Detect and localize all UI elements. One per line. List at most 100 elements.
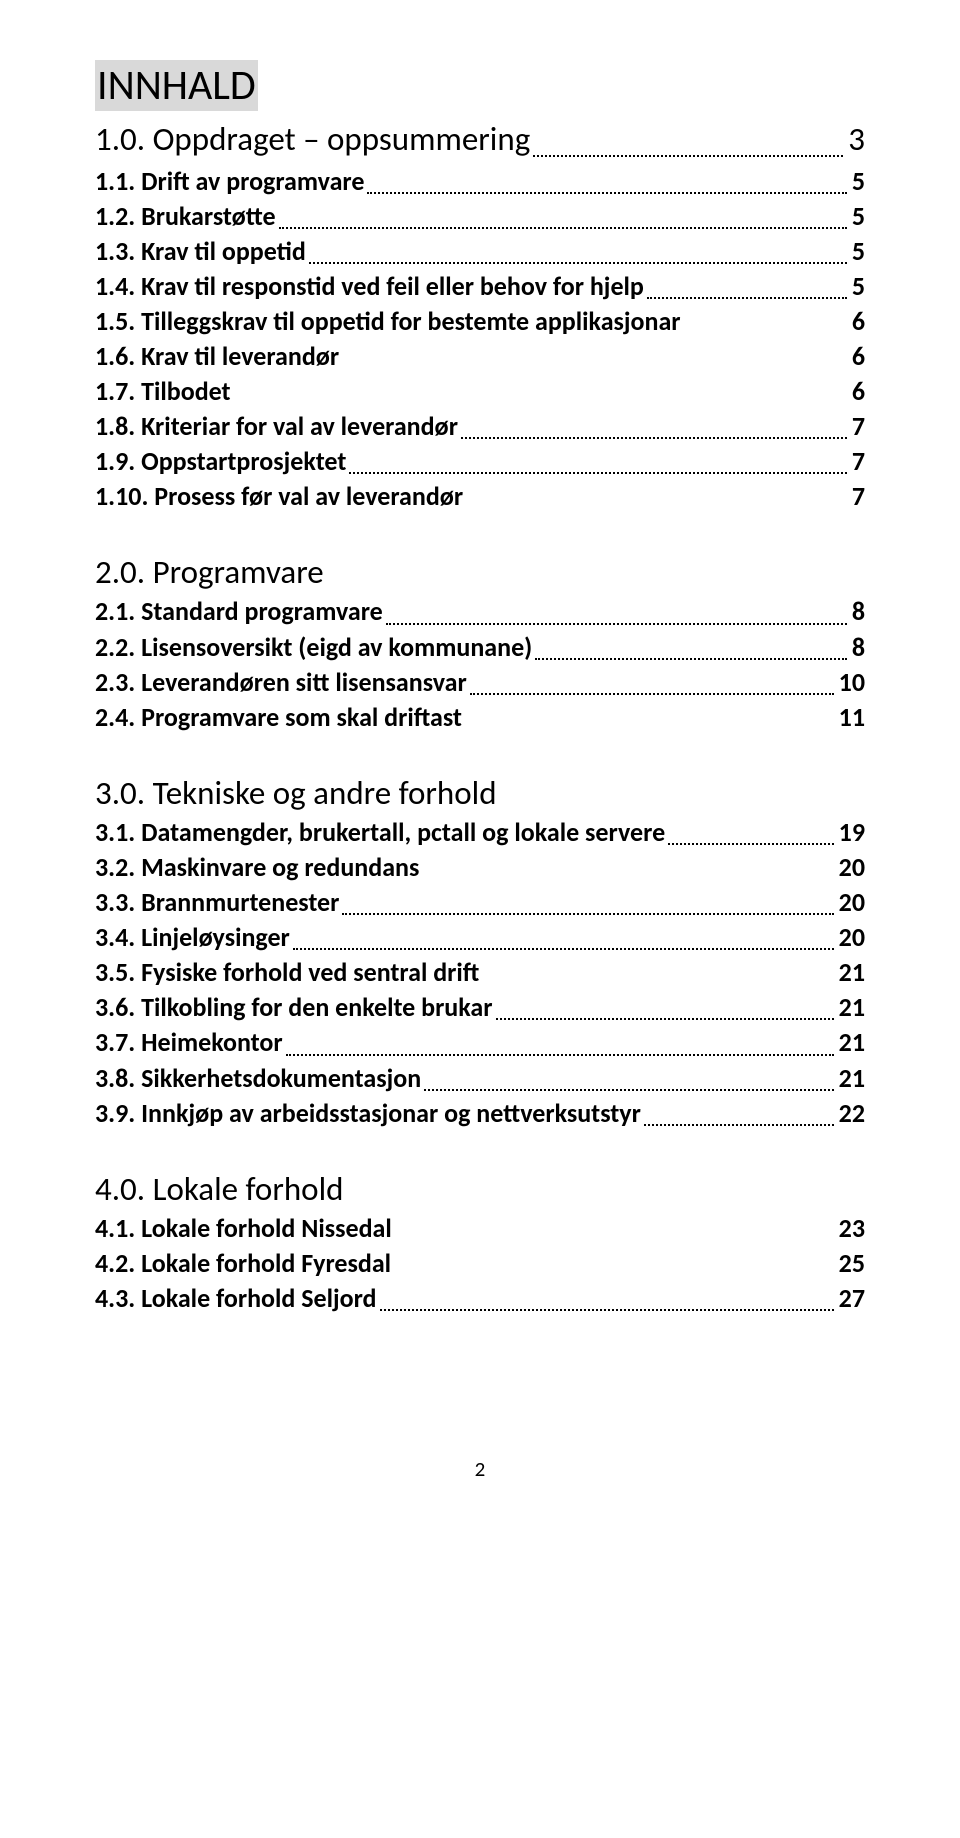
toc-label: 1.3. Krav til oppetid [95,234,306,269]
toc-page: 19 [837,815,865,850]
toc-leader [461,419,847,440]
toc-page: 5 [850,199,865,234]
toc-leader [386,604,847,625]
toc-leader [470,674,834,695]
toc-entry: 3.0. Tekniske og andre forhold [95,773,865,813]
toc-leader [286,1035,834,1056]
toc-entry: 1.10. Prosess før val av leverandør 7 [95,479,865,514]
toc-page: 6 [850,339,865,374]
toc-leader [647,278,847,299]
toc-entry: 3.3. Brannmurtenester 20 [95,885,865,920]
toc-entry: 2.0. Programvare [95,552,865,592]
toc-entry: 1.7. Tilbodet6 [95,374,865,409]
toc-label: 3.8. Sikkerhetsdokumentasjon [95,1061,421,1096]
document-page: INNHALD 1.0. Oppdraget – oppsummering31.… [0,0,960,1522]
toc-label: 1.0. Oppdraget – oppsummering [95,117,530,162]
toc-label: 1.6. Krav til leverandør [95,339,339,374]
toc-page: 3 [846,117,865,162]
toc-leader [309,243,847,264]
toc-entry: 2.3. Leverandøren sitt lisensansvar 10 [95,665,865,700]
toc-page: 5 [850,269,865,304]
toc-label: 3.0. Tekniske og andre forhold [95,773,497,813]
toc-label: 1.1. Drift av programvare [95,164,364,199]
toc-label: 3.5. Fysiske forhold ved sentral drift [95,955,479,990]
toc-page: 21 [837,955,865,990]
toc-leader [644,1105,834,1126]
toc-leader [349,454,846,475]
toc-page: 27 [837,1281,865,1316]
toc-leader [367,173,846,194]
toc-label: 1.9. Oppstartprosjektet [95,444,346,479]
toc-label: 2.0. Programvare [95,552,324,592]
toc-page: 7 [850,409,865,444]
toc-label: 3.1. Datamengder, brukertall, pctall og … [95,815,665,850]
toc-entry: 1.5. Tilleggskrav til oppetid for bestem… [95,304,865,339]
toc-label: 3.9. Innkjøp av arbeidsstasjonar og nett… [95,1096,641,1131]
toc-entry: 1.1. Drift av programvare 5 [95,164,865,199]
toc-entry: 4.2. Lokale forhold Fyresdal 25 [95,1246,865,1281]
toc-page: 5 [850,234,865,269]
toc-page: 7 [850,444,865,479]
toc-label: 2.4. Programvare som skal driftast [95,700,462,735]
toc-label: 3.2. Maskinvare og redundans [95,850,419,885]
toc-label: 2.2. Lisensoversikt (eigd av kommunane) [95,630,532,665]
toc-page: 23 [837,1211,865,1246]
toc-entry: 1.9. Oppstartprosjektet 7 [95,444,865,479]
toc-page: 25 [837,1246,865,1281]
toc-leader [293,929,834,950]
toc-page: 20 [837,850,865,885]
toc-entry: 3.1. Datamengder, brukertall, pctall og … [95,815,865,850]
toc-page: 8 [850,630,865,665]
toc-entry: 1.6. Krav til leverandør 6 [95,339,865,374]
toc-entry: 2.1. Standard programvare 8 [95,594,865,629]
toc-label: 1.2. Brukarstøtte [95,199,276,234]
toc-leader [668,824,833,845]
toc-entry: 4.1. Lokale forhold Nissedal 23 [95,1211,865,1246]
toc-label: 1.4. Krav til responstid ved feil eller … [95,269,644,304]
page-title: INNHALD [95,60,258,111]
toc-page: 20 [837,885,865,920]
toc-leader [380,1290,834,1311]
page-number: 2 [95,1456,865,1482]
toc-label: 1.5. Tilleggskrav til oppetid for bestem… [95,304,681,339]
toc-entry: 1.4. Krav til responstid ved feil eller … [95,269,865,304]
toc-page: 5 [850,164,865,199]
toc-page: 8 [850,594,865,629]
toc-leader [535,639,847,660]
toc-label: 2.1. Standard programvare [95,594,383,629]
toc-page: 20 [837,920,865,955]
toc-entry: 1.3. Krav til oppetid 5 [95,234,865,269]
toc-label: 4.0. Lokale forhold [95,1169,343,1209]
toc-entry: 4.3. Lokale forhold Seljord27 [95,1281,865,1316]
toc-page: 6 [850,374,865,409]
toc-leader [424,1070,833,1091]
toc-entry: 3.9. Innkjøp av arbeidsstasjonar og nett… [95,1096,865,1131]
toc-entry: 3.7. Heimekontor21 [95,1025,865,1060]
toc-label: 3.4. Linjeløysinger [95,920,290,955]
toc-label: 3.3. Brannmurtenester [95,885,339,920]
toc-page: 6 [850,304,865,339]
toc-leader [279,208,847,229]
toc-leader [533,130,843,156]
toc-entry: 3.4. Linjeløysinger 20 [95,920,865,955]
toc-page: 11 [837,700,865,735]
toc-label: 4.2. Lokale forhold Fyresdal [95,1246,391,1281]
toc-page: 7 [850,479,865,514]
toc-page: 10 [837,665,865,700]
toc-entry: 3.5. Fysiske forhold ved sentral drift 21 [95,955,865,990]
table-of-contents: 1.0. Oppdraget – oppsummering31.1. Drift… [95,117,865,1316]
toc-entry: 4.0. Lokale forhold [95,1169,865,1209]
toc-page: 21 [837,1061,865,1096]
toc-entry: 1.0. Oppdraget – oppsummering 3 [95,117,865,162]
toc-page: 22 [837,1096,865,1131]
toc-entry: 1.8. Kriteriar for val av leverandør7 [95,409,865,444]
toc-label: 4.1. Lokale forhold Nissedal [95,1211,392,1246]
toc-leader [342,894,833,915]
toc-label: 2.3. Leverandøren sitt lisensansvar [95,665,467,700]
toc-page: 21 [837,1025,865,1060]
toc-label: 1.10. Prosess før val av leverandør [95,479,463,514]
toc-entry: 2.2. Lisensoversikt (eigd av kommunane) 8 [95,630,865,665]
toc-entry: 3.8. Sikkerhetsdokumentasjon 21 [95,1061,865,1096]
toc-leader [496,1000,834,1021]
toc-entry: 1.2. Brukarstøtte 5 [95,199,865,234]
